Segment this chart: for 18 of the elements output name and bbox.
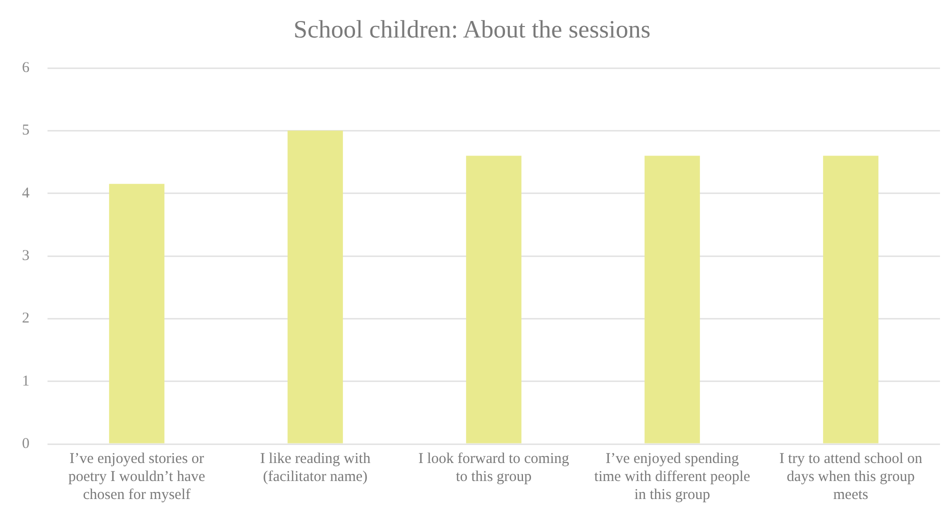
y-tick-label: 1 [22,373,30,390]
y-tick-label: 2 [22,310,30,327]
x-tick-label: I try to attend school on days when this group meets [779,450,923,503]
x-tick-label: I look forward to coming to this group [418,450,570,485]
bar [109,184,164,444]
bar [466,156,522,444]
bar [644,156,700,444]
y-tick-label: 5 [22,122,30,139]
x-tick-label: I like reading with (facilitator name) [260,450,371,485]
y-tick-label: 6 [22,60,30,76]
y-tick-label: 3 [22,248,30,264]
x-tick-label: I’ve enjoyed stories or poetry I wouldn’t have chosen for myself [68,450,206,503]
y-tick-label: 4 [22,185,30,202]
chart-title: School children: About the sessions [294,16,650,44]
bar [823,156,878,444]
y-tick-label: 0 [22,436,30,452]
x-tick-label: I’ve enjoyed spending time with different people in this group [594,450,751,503]
bar [288,130,343,444]
